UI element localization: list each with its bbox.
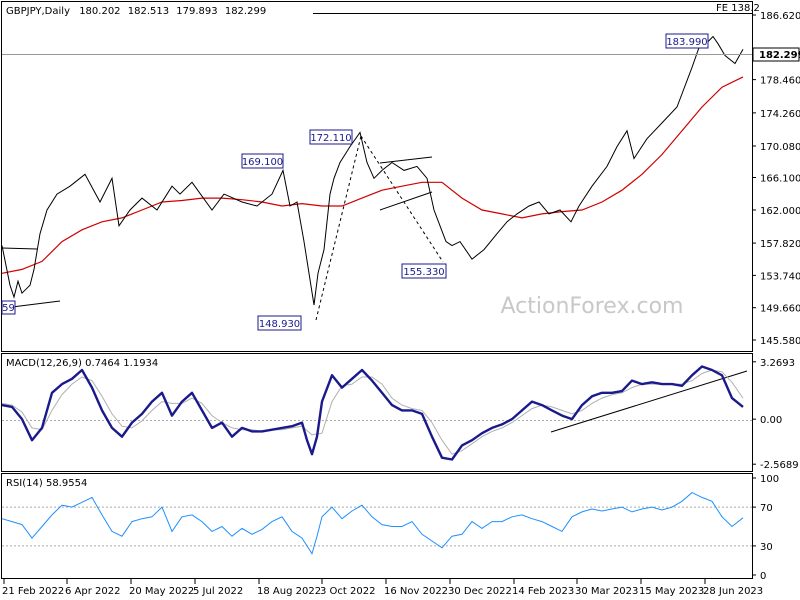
x-tick-label: 5 Jul 2022 bbox=[193, 586, 243, 597]
macd-signal-line bbox=[1, 369, 744, 455]
horizontal-level-line bbox=[1, 247, 38, 250]
rsi-y-tick-label: 100 bbox=[760, 474, 779, 485]
price-label-boxes: 169.100 172.110 148.930 155.330 183.990 … bbox=[1, 33, 709, 331]
price-y-tick-label: 178.460 bbox=[760, 76, 800, 87]
rsi-panel-frame bbox=[1, 473, 753, 579]
price-panel-frame bbox=[1, 1, 753, 352]
label-155330: 155.330 bbox=[403, 267, 444, 278]
rally-dashed-line bbox=[315, 135, 362, 321]
x-tick-label: 16 Nov 2022 bbox=[384, 586, 448, 597]
label-183990: 183.990 bbox=[666, 37, 707, 48]
price-y-tick-label: 186.620 bbox=[760, 11, 800, 22]
support-trendline bbox=[11, 300, 61, 308]
rsi-y-tick-label: 30 bbox=[760, 542, 773, 553]
ohlc-header: GBPJPY,Daily 180.202 182.513 179.893 182… bbox=[6, 6, 266, 17]
label-59: 59 bbox=[2, 303, 15, 314]
price-line bbox=[1, 35, 744, 306]
decline-dashed-line bbox=[360, 135, 444, 263]
price-y-tick-label: 166.100 bbox=[760, 174, 800, 185]
x-tick-label: 20 May 2022 bbox=[129, 586, 194, 597]
rsi-y-tick-label: 70 bbox=[760, 503, 773, 514]
price-y-tick-label: 145.580 bbox=[760, 336, 800, 347]
rsi-series bbox=[1, 492, 744, 555]
price-y-tick-label: 149.660 bbox=[760, 304, 800, 315]
x-tick-label: 30 Mar 2023 bbox=[575, 586, 638, 597]
triangle-upper-line bbox=[379, 156, 433, 164]
price-y-tick-label: 153.740 bbox=[760, 271, 800, 282]
label-169100: 169.100 bbox=[242, 157, 283, 168]
label-box-169100 bbox=[241, 153, 284, 169]
current-price-box bbox=[752, 47, 800, 62]
ohlc-high: 182.513 bbox=[128, 6, 169, 17]
ohlc-low: 179.893 bbox=[176, 6, 217, 17]
x-tick-label: 15 May 2023 bbox=[639, 586, 704, 597]
rsi-level-lines bbox=[2, 506, 752, 547]
x-tick-label: 14 Feb 2023 bbox=[512, 586, 574, 597]
current-price-label: 182.299 bbox=[759, 50, 800, 61]
macd-trendline bbox=[550, 370, 748, 433]
watermark: ActionForex.com bbox=[501, 294, 684, 319]
x-tick-label: 18 Aug 2022 bbox=[257, 586, 321, 597]
triangle-lower-line bbox=[379, 191, 433, 211]
x-tick-label: 28 Jun 2023 bbox=[703, 586, 763, 597]
label-box-59 bbox=[1, 300, 16, 315]
label-box-155330 bbox=[401, 263, 447, 279]
price-y-tick-label: 174.260 bbox=[760, 109, 800, 120]
fe-label: FE 138.2 bbox=[716, 3, 760, 14]
price-y-tick-label: 162.000 bbox=[760, 206, 800, 217]
label-148930: 148.930 bbox=[259, 319, 300, 330]
macd-y-tick-label: 3.2693 bbox=[760, 358, 795, 369]
x-tick-label: 3 Oct 2022 bbox=[320, 586, 375, 597]
price-y-axis: 186.620 178.460 174.260 170.080 166.100 162.0… bbox=[752, 11, 800, 347]
macd-label: MACD(12,26,9) 0.7464 1.1934 bbox=[6, 358, 158, 369]
symbol-label: GBPJPY,Daily bbox=[6, 6, 70, 17]
label-box-183990 bbox=[665, 33, 709, 49]
price-annotations bbox=[1, 135, 444, 321]
macd-y-tick-label: 0.00 bbox=[760, 415, 782, 426]
macd-panel-frame bbox=[1, 353, 753, 472]
macd-y-tick-label: -2.5689 bbox=[760, 460, 799, 471]
ohlc-close: 182.299 bbox=[225, 6, 266, 17]
price-y-tick-label: 157.820 bbox=[760, 239, 800, 250]
label-172110: 172.110 bbox=[310, 133, 351, 144]
rsi-y-axis: 100 70 30 0 bbox=[752, 474, 779, 582]
label-box-172110 bbox=[309, 129, 353, 145]
x-tick-label: 30 Dec 2022 bbox=[448, 586, 512, 597]
macd-main-line bbox=[1, 365, 744, 461]
price-series bbox=[1, 35, 744, 306]
rsi-line bbox=[1, 492, 744, 555]
label-box-148930 bbox=[257, 315, 302, 331]
x-tick-label: 6 Apr 2022 bbox=[65, 586, 120, 597]
macd-y-axis: 3.2693 0.00 -2.5689 bbox=[752, 358, 799, 471]
ohlc-open: 180.202 bbox=[79, 6, 120, 17]
macd-signal-series bbox=[1, 369, 744, 455]
rsi-y-tick-label: 0 bbox=[760, 571, 766, 582]
macd-main-series bbox=[1, 365, 744, 461]
rsi-label: RSI(14) 58.9554 bbox=[6, 478, 87, 489]
price-y-tick-label: 170.080 bbox=[760, 142, 800, 153]
x-tick-label: 21 Feb 2022 bbox=[2, 586, 64, 597]
